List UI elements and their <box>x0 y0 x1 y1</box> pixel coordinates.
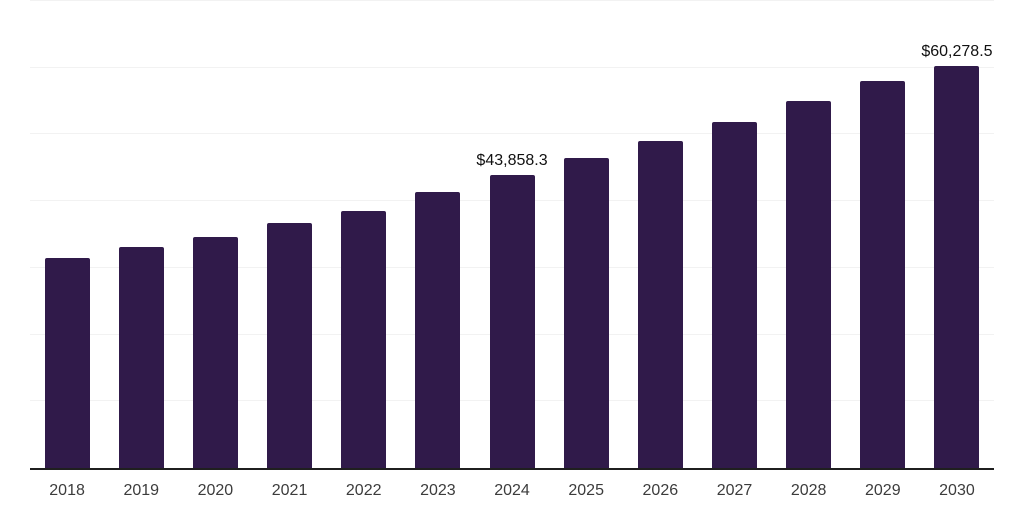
bar-slot-2024: $43,858.3 <box>475 1 549 468</box>
bar-2026[interactable] <box>637 141 683 468</box>
bar-slot-2021 <box>252 1 326 468</box>
x-tick-label-2027: 2027 <box>716 482 753 499</box>
bar-slot-2026 <box>623 1 697 468</box>
x-tick-label-2028: 2028 <box>790 482 827 499</box>
bar-2018[interactable] <box>44 257 90 468</box>
data-label-2030: $60,278.5 <box>921 42 993 60</box>
x-tick-label-2023: 2023 <box>420 482 456 499</box>
bar-slot-2028 <box>772 1 846 468</box>
x-tick-label-2019: 2019 <box>123 482 160 499</box>
bar-slot-2018 <box>30 1 104 468</box>
bar-slot-2030: $60,278.5 <box>920 1 994 468</box>
bar-2022[interactable] <box>341 210 387 468</box>
bar-2027[interactable] <box>711 122 757 468</box>
x-tick-label-2030: 2030 <box>939 482 975 499</box>
plot-area: $43,858.3 $60,278.5 <box>30 0 994 470</box>
gridline-70000 <box>30 0 994 1</box>
x-tick-label-2025: 2025 <box>568 482 604 499</box>
bar-2021[interactable] <box>267 222 313 468</box>
x-axis-labels: 2018 2019 2020 2021 2022 2023 2024 2025 2026 2027… <box>30 481 994 500</box>
bar-2023[interactable] <box>415 191 461 468</box>
x-tick-label-2026: 2026 <box>642 482 679 499</box>
x-tick-label-2029: 2029 <box>865 482 901 499</box>
bar-slot-2020 <box>178 1 252 468</box>
data-label-2024: $43,858.3 <box>476 152 548 170</box>
gridline-60000 <box>30 66 994 68</box>
x-tick-label-2024: 2024 <box>494 482 530 499</box>
bar-slot-2023 <box>401 1 475 468</box>
bar-2020[interactable] <box>192 236 238 468</box>
bar-2030[interactable] <box>934 65 980 468</box>
bar-2024[interactable] <box>489 175 535 468</box>
x-tick-label-2022: 2022 <box>345 482 382 499</box>
bar-2028[interactable] <box>786 101 832 468</box>
x-tick-label-2021: 2021 <box>271 482 308 499</box>
bar-2029[interactable] <box>860 81 906 468</box>
bar-slot-2022 <box>327 1 401 468</box>
bars-container: $43,858.3 $60,278.5 <box>30 1 994 468</box>
bar-slot-2029 <box>846 1 920 468</box>
gridline-50000 <box>30 133 994 135</box>
x-tick-label-2020: 2020 <box>197 482 234 499</box>
bar-slot-2025 <box>549 1 623 468</box>
x-tick-label-2018: 2018 <box>49 482 85 499</box>
bar-slot-2019 <box>104 1 178 468</box>
bar-2025[interactable] <box>563 158 609 468</box>
bar-slot-2027 <box>697 1 771 468</box>
bar-2019[interactable] <box>118 246 164 468</box>
